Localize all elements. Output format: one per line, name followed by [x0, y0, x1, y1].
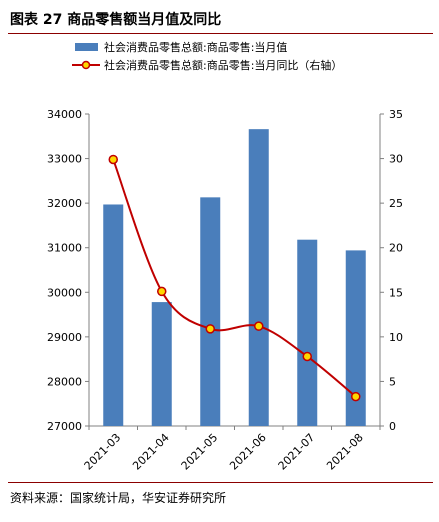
- figure-title: 图表 27 商品零售额当月值及同比: [10, 12, 222, 28]
- source-divider: [8, 482, 433, 483]
- left-axis-tick-label: 32000: [47, 197, 82, 210]
- left-axis-tick-label: 27000: [47, 420, 82, 433]
- left-axis-tick-label: 34000: [47, 108, 82, 121]
- yoy-point: [254, 321, 264, 331]
- yoy-point: [108, 154, 118, 165]
- x-axis-tick-label: 2021-06: [227, 431, 269, 473]
- right-axis-tick-label: 20: [389, 242, 403, 255]
- yoy-point: [205, 324, 215, 334]
- combo-chart: 社会消费品零售总额:商品零售:当月值社会消费品零售总额:商品零售:当月同比（右轴…: [47, 40, 403, 473]
- bar: [103, 204, 124, 426]
- yoy-line: [112, 159, 357, 398]
- right-axis-tick-label: 30: [389, 153, 403, 166]
- left-axis-tick-label: 30000: [47, 286, 82, 299]
- bar: [248, 129, 269, 426]
- legend-line-label: 社会消费品零售总额:商品零售:当月同比（右轴）: [104, 58, 342, 72]
- bar: [345, 250, 366, 426]
- x-axis-tick-label: 2021-07: [276, 431, 318, 473]
- yoy-point: [157, 286, 167, 297]
- legend-bar-label: 社会消费品零售总额:商品零售:当月值: [104, 40, 287, 54]
- right-axis-tick-label: 25: [389, 197, 403, 210]
- right-axis-tick-label: 15: [389, 286, 403, 299]
- source-note: 资料来源：国家统计局，华安证券研究所: [10, 491, 227, 505]
- right-axis-tick-label: 35: [389, 108, 403, 121]
- left-axis-tick-label: 29000: [47, 331, 82, 344]
- right-axis-tick-label: 10: [389, 331, 403, 344]
- bar: [151, 302, 172, 426]
- x-axis-tick-label: 2021-03: [82, 431, 124, 473]
- right-axis-tick-label: 5: [389, 375, 396, 388]
- yoy-point: [351, 391, 361, 402]
- yoy-point: [302, 351, 312, 362]
- x-axis-tick-label: 2021-08: [324, 431, 366, 473]
- legend-bar-swatch: [75, 43, 98, 51]
- bar: [297, 239, 318, 426]
- right-axis-tick-label: 0: [389, 420, 396, 433]
- left-axis-tick-label: 31000: [47, 242, 82, 255]
- left-axis-tick-label: 28000: [47, 375, 82, 388]
- x-axis-tick-label: 2021-04: [130, 431, 172, 473]
- x-axis-tick-label: 2021-05: [179, 431, 221, 473]
- legend-line-marker: [81, 60, 91, 70]
- bar: [200, 197, 221, 426]
- left-axis-tick-label: 33000: [47, 153, 82, 166]
- title-divider: [8, 33, 433, 34]
